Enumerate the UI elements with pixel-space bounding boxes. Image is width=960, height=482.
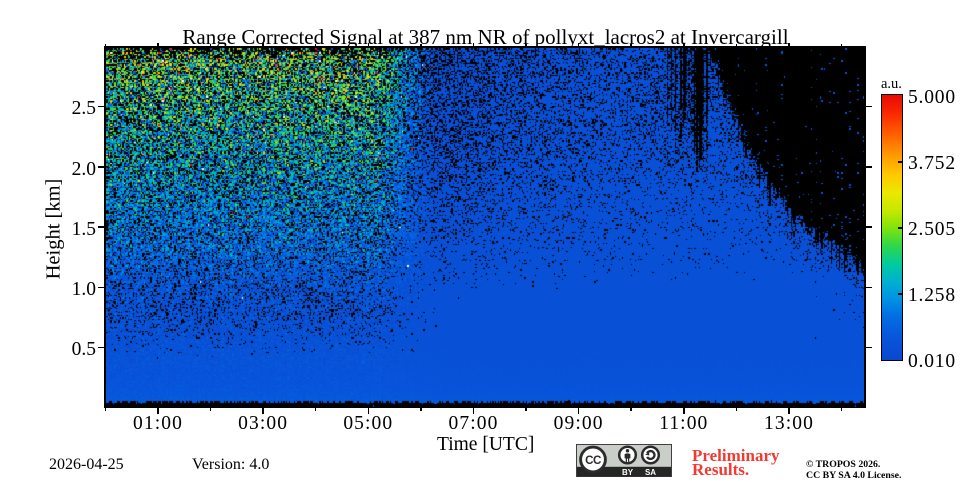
svg-text:CC: CC — [585, 454, 602, 467]
svg-text:SA: SA — [645, 467, 656, 476]
svg-text:BY: BY — [622, 467, 634, 476]
